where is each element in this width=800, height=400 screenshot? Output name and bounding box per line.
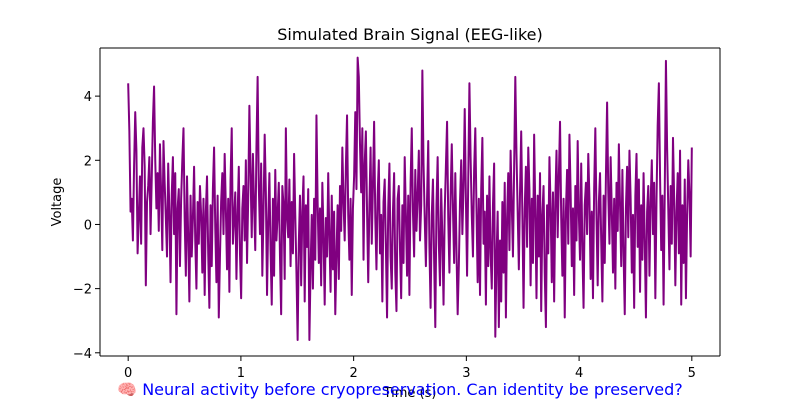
- axes-frame: [99, 47, 721, 357]
- y-tick-label: −4: [73, 347, 92, 362]
- x-tick-label: 5: [688, 366, 696, 381]
- x-axis-title: Time (s): [383, 386, 437, 400]
- x-tick-label: 0: [124, 366, 132, 381]
- caption-text: 🧠 Neural activity before cryopreservatio…: [117, 380, 683, 399]
- x-axis-ticks: 0 1 2 3 4 5: [124, 356, 696, 381]
- chart-title: Simulated Brain Signal (EEG-like): [277, 25, 543, 44]
- y-tick-label: 2: [84, 154, 92, 169]
- x-tick-label: 1: [237, 366, 245, 381]
- x-tick-label: 4: [575, 366, 583, 381]
- series-line-0: [127, 56, 693, 341]
- y-tick-label: 0: [84, 218, 92, 233]
- series-layer: [127, 56, 693, 341]
- y-tick-label: 4: [84, 90, 92, 105]
- y-tick-label: −2: [73, 283, 92, 298]
- y-axis-ticks: −4 −2 0 2 4: [73, 90, 100, 362]
- x-tick-label: 3: [462, 366, 470, 381]
- y-axis-title: Voltage: [50, 178, 65, 227]
- x-tick-label: 2: [349, 366, 357, 381]
